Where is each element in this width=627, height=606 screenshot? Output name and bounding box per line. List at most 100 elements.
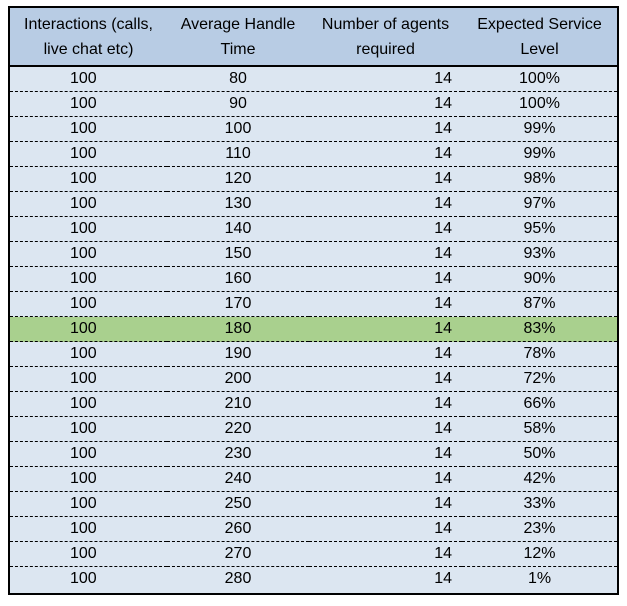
cell-average-handle-time: 280 [224,570,252,588]
cell-average-handle-time: 120 [167,166,309,192]
cell-interactions: 100 [10,541,167,567]
table-body: 100 80 14 100% 100 90 14 100% 100 100 14 99% 100 110 1… [10,66,617,592]
cell-number-of-agents: 14 [309,516,462,542]
table-row: 100 150 14 93% [10,241,617,267]
cell-average-handle-time: 100 [167,116,309,142]
table-row: 100 90 14 100% [10,91,617,117]
table-row-highlighted: 100 180 14 83% [10,316,617,342]
cell-interactions: 100 [10,91,167,117]
header-number-of-agents: Number of agents required [309,8,462,67]
cell-average-handle-time: 260 [167,516,309,542]
cell-interactions: 100 [10,441,167,467]
header-row: Interactions (calls, live chat etc) Aver… [10,8,617,67]
header-average-handle-time: Average Handle Time [167,8,309,67]
cell-interactions: 100 [10,366,167,392]
table-row: 100 210 14 66% [10,391,617,417]
cell-number-of-agents: 14 [309,466,462,492]
table-row: 100 170 14 87% [10,291,617,317]
cell-average-handle-time: 190 [167,341,309,367]
table-row: 100 220 14 58% [10,416,617,442]
cell-average-handle-time: 240 [167,466,309,492]
cell-number-of-agents: 14 [309,216,462,242]
cell-interactions: 100 [70,570,97,588]
cell-number-of-agents: 14 [309,491,462,517]
cell-expected-service-level: 78% [462,341,617,367]
cell-average-handle-time: 80 [167,66,309,92]
cell-average-handle-time: 90 [167,91,309,117]
cell-expected-service-level: 33% [462,491,617,517]
cell-interactions: 100 [10,416,167,442]
cell-expected-service-level: 66% [462,391,617,417]
cell-expected-service-level: 42% [462,466,617,492]
cell-average-handle-time: 140 [167,216,309,242]
cell-average-handle-time: 150 [167,241,309,267]
table-row: 100 140 14 95% [10,216,617,242]
table-row: 100 280 14 1% [10,567,617,592]
table-row: 100 160 14 90% [10,266,617,292]
cell-interactions: 100 [10,316,167,342]
cell-expected-service-level: 99% [462,116,617,142]
cell-average-handle-time: 270 [167,541,309,567]
table-row: 100 230 14 50% [10,441,617,467]
cell-number-of-agents: 14 [309,366,462,392]
cell-expected-service-level: 87% [462,291,617,317]
cell-number-of-agents: 14 [309,66,462,92]
cell-number-of-agents: 14 [309,241,462,267]
cell-number-of-agents: 14 [309,191,462,217]
cell-average-handle-time: 130 [167,191,309,217]
table-row: 100 80 14 100% [10,66,617,92]
cell-interactions: 100 [10,241,167,267]
cell-interactions: 100 [10,266,167,292]
table-row: 100 110 14 99% [10,141,617,167]
table-row: 100 190 14 78% [10,341,617,367]
cell-number-of-agents: 14 [434,570,452,588]
cell-interactions: 100 [10,341,167,367]
service-level-table-container: Interactions (calls, live chat etc) Aver… [8,6,619,595]
cell-interactions: 100 [10,391,167,417]
cell-interactions: 100 [10,216,167,242]
table-row: 100 120 14 98% [10,166,617,192]
cell-average-handle-time: 180 [167,316,309,342]
cell-expected-service-level: 95% [462,216,617,242]
cell-interactions: 100 [10,66,167,92]
cell-number-of-agents: 14 [309,141,462,167]
table-header: Interactions (calls, live chat etc) Aver… [10,8,617,67]
header-expected-service-level: Expected Service Level [462,8,617,67]
cell-expected-service-level: 1% [527,570,552,588]
table-row: 100 260 14 23% [10,516,617,542]
cell-number-of-agents: 14 [309,116,462,142]
cell-number-of-agents: 14 [309,316,462,342]
cell-expected-service-level: 99% [462,141,617,167]
cell-expected-service-level: 83% [462,316,617,342]
cell-expected-service-level: 12% [462,541,617,567]
cell-number-of-agents: 14 [309,91,462,117]
cell-average-handle-time: 170 [167,291,309,317]
table-row: 100 240 14 42% [10,466,617,492]
cell-average-handle-time: 230 [167,441,309,467]
cell-average-handle-time: 250 [167,491,309,517]
cell-number-of-agents: 14 [309,541,462,567]
cell-expected-service-level: 93% [462,241,617,267]
cell-expected-service-level: 50% [462,441,617,467]
cell-expected-service-level: 100% [462,66,617,92]
cell-number-of-agents: 14 [309,166,462,192]
cell-interactions: 100 [10,141,167,167]
cell-number-of-agents: 14 [309,416,462,442]
cell-interactions: 100 [10,166,167,192]
cell-number-of-agents: 14 [309,341,462,367]
table-row: 100 270 14 12% [10,541,617,567]
cell-average-handle-time: 200 [167,366,309,392]
cell-interactions: 100 [10,516,167,542]
cell-expected-service-level: 58% [462,416,617,442]
cell-interactions: 100 [10,116,167,142]
cell-number-of-agents: 14 [309,291,462,317]
cell-number-of-agents: 14 [309,266,462,292]
cell-expected-service-level: 100% [462,91,617,117]
cell-interactions: 100 [10,291,167,317]
table-row: 100 200 14 72% [10,366,617,392]
cell-interactions: 100 [10,466,167,492]
cell-expected-service-level: 90% [462,266,617,292]
cell-average-handle-time: 110 [167,141,309,167]
table-row: 100 100 14 99% [10,116,617,142]
cell-number-of-agents: 14 [309,391,462,417]
